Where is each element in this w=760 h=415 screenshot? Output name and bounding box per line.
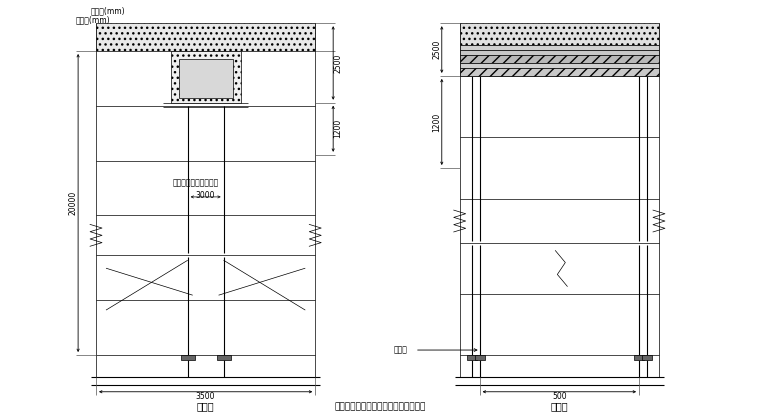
Text: 3000: 3000 [196,191,215,200]
Text: 单位：(mm): 单位：(mm) [76,15,111,24]
Bar [181,355,195,360]
Text: 1200: 1200 [334,119,343,138]
Text: 多道承重立杆图中省略: 多道承重立杆图中省略 [173,178,219,188]
Bar [171,51,240,103]
Bar [96,23,315,51]
Bar [460,23,659,45]
Bar [634,355,644,360]
Text: 500: 500 [552,392,567,401]
Text: 20000: 20000 [68,191,78,215]
Text: 2500: 2500 [432,40,442,59]
Bar [460,63,659,68]
Bar [642,355,652,360]
Bar [467,355,477,360]
Bar [179,59,233,98]
Bar [475,355,485,360]
Text: 断面图: 断面图 [197,402,214,412]
Text: 双立杆: 双立杆 [394,346,408,354]
Bar [460,50,659,55]
Text: 1200: 1200 [432,112,442,132]
Text: 多根承重立杆，木方支撑垂直于梁截面: 多根承重立杆，木方支撑垂直于梁截面 [334,402,426,411]
Text: 2500: 2500 [334,53,343,73]
Text: 3500: 3500 [196,392,215,401]
Bar [460,68,659,76]
Text: 侧面图: 侧面图 [550,402,568,412]
Bar [217,355,230,360]
Bar [460,45,659,50]
Text: 单位：(mm): 单位：(mm) [91,6,125,15]
Bar [460,55,659,63]
